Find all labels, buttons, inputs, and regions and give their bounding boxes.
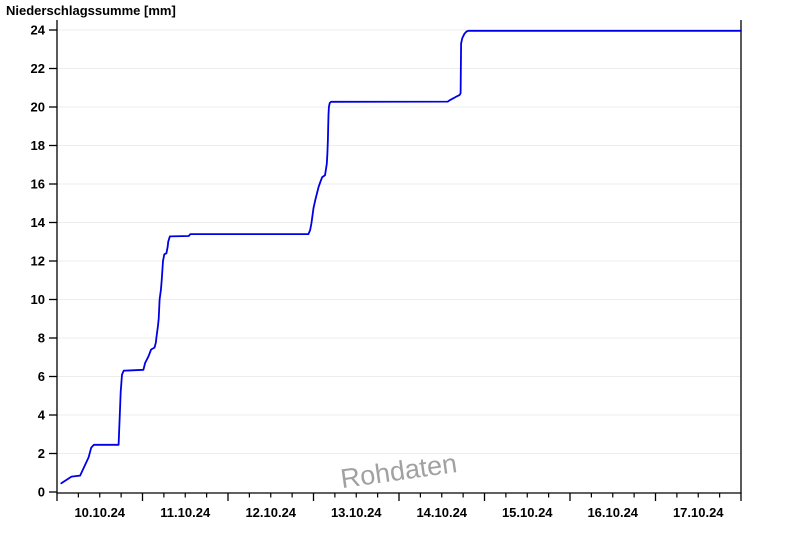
x-tick-label-2: 12.10.24 — [245, 505, 296, 520]
x-tick-label-1: 11.10.24 — [160, 505, 211, 520]
y-tick-label-18: 18 — [31, 138, 45, 153]
chart-title: Niederschlagssumme [mm] — [6, 3, 176, 18]
y-tick-label-12: 12 — [31, 254, 45, 269]
y-tick-label-6: 6 — [38, 369, 45, 384]
y-tick-label-20: 20 — [31, 100, 45, 115]
y-tick-label-24: 24 — [31, 23, 46, 38]
x-tick-label-3: 13.10.24 — [331, 505, 382, 520]
y-tick-label-8: 8 — [38, 331, 45, 346]
x-tick-label-0: 10.10.24 — [74, 505, 125, 520]
x-tick-label-7: 17.10.24 — [673, 505, 724, 520]
x-tick-label-6: 16.10.24 — [587, 505, 638, 520]
y-tick-label-10: 10 — [31, 292, 45, 307]
x-tick-label-5: 15.10.24 — [502, 505, 553, 520]
y-tick-label-16: 16 — [31, 177, 45, 192]
y-tick-label-14: 14 — [31, 215, 46, 230]
y-tick-label-4: 4 — [38, 408, 46, 423]
axes-frame — [56, 20, 742, 494]
y-tick-label-22: 22 — [31, 61, 45, 76]
series-line-Niederschlagssumme — [60, 29, 742, 485]
y-tick-label-0: 0 — [38, 485, 45, 500]
x-tick-label-4: 14.10.24 — [416, 505, 467, 520]
y-tick-label-2: 2 — [38, 446, 45, 461]
